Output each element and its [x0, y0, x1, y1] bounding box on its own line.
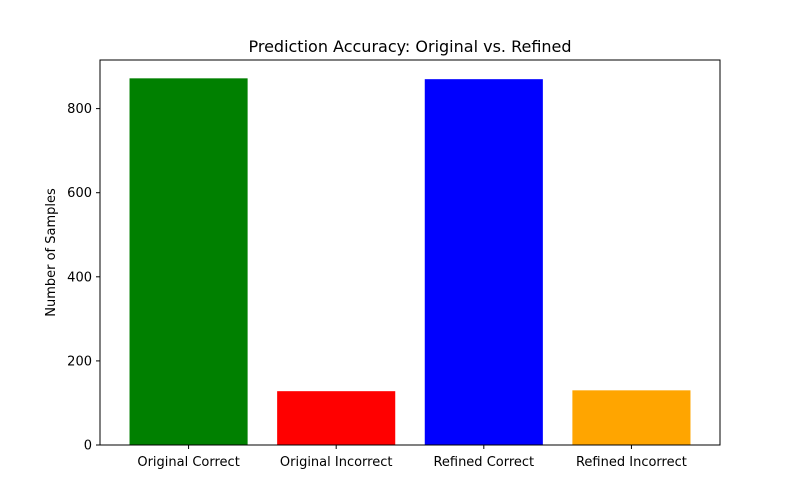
y-tick-label: 400 [67, 270, 92, 285]
y-axis: 0 200 400 600 800 [67, 102, 100, 454]
y-tick-label: 200 [67, 354, 92, 369]
bar-original-correct [129, 78, 248, 445]
bar-original-incorrect [277, 391, 396, 445]
y-tick-label: 600 [67, 186, 92, 201]
y-tick-label: 800 [67, 102, 92, 117]
x-tick-label: Original Incorrect [280, 455, 393, 470]
y-tick-label: 0 [84, 439, 92, 454]
bar-refined-correct [424, 79, 543, 445]
x-tick-label: Original Correct [137, 455, 239, 470]
plot-frame [99, 59, 721, 446]
x-tick-label: Refined Correct [433, 455, 534, 470]
x-axis: Original Correct Original Incorrect Refine… [137, 445, 687, 470]
chart-title: Prediction Accuracy: Original vs. Refine… [248, 37, 571, 56]
x-tick-label: Refined Incorrect [576, 455, 687, 470]
bars-group [129, 78, 691, 445]
y-axis-label: Number of Samples [44, 188, 59, 317]
bar-refined-incorrect [572, 390, 691, 445]
